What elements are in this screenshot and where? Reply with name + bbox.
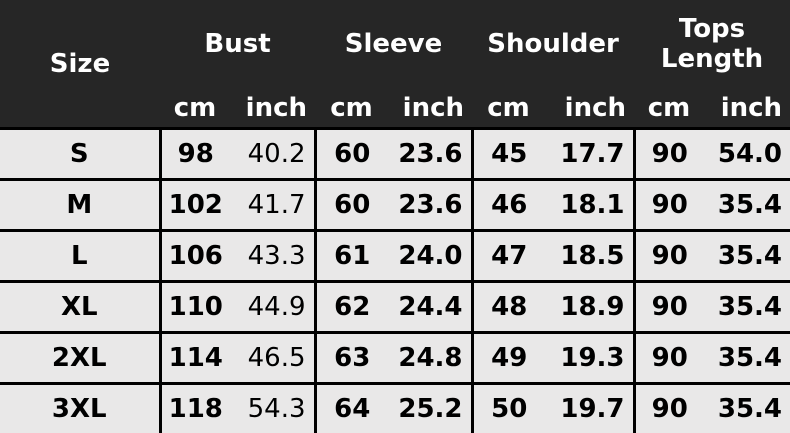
cm-value-cell: 64 [315, 384, 388, 433]
cm-value-cell: 47 [472, 231, 545, 282]
unit-inch: inch [704, 88, 790, 129]
cm-value-cell: 90 [634, 282, 704, 333]
unit-inch: inch [388, 88, 472, 129]
size-cell: 3XL [0, 384, 160, 433]
inch-value-cell: 35.4 [704, 333, 790, 384]
inch-value-cell: 23.6 [388, 129, 472, 180]
cm-value-cell: 60 [315, 129, 388, 180]
cm-value-cell: 46 [472, 180, 545, 231]
cm-value-cell: 102 [160, 180, 230, 231]
cm-value-cell: 45 [472, 129, 545, 180]
header-tops-length: Tops Length [634, 0, 790, 88]
inch-value-cell: 44.9 [230, 282, 315, 333]
cm-value-cell: 110 [160, 282, 230, 333]
cm-value-cell: 62 [315, 282, 388, 333]
cm-value-cell: 90 [634, 129, 704, 180]
cm-value-cell: 49 [472, 333, 545, 384]
cm-value-cell: 48 [472, 282, 545, 333]
inch-value-cell: 54.0 [704, 129, 790, 180]
size-cell: S [0, 129, 160, 180]
cm-value-cell: 60 [315, 180, 388, 231]
header-sleeve: Sleeve [315, 0, 472, 88]
inch-value-cell: 35.4 [704, 231, 790, 282]
inch-value-cell: 18.9 [545, 282, 634, 333]
cm-value-cell: 98 [160, 129, 230, 180]
inch-value-cell: 54.3 [230, 384, 315, 433]
inch-value-cell: 35.4 [704, 180, 790, 231]
size-cell: L [0, 231, 160, 282]
inch-value-cell: 46.5 [230, 333, 315, 384]
header-size: Size [0, 0, 160, 129]
unit-cm: cm [315, 88, 388, 129]
cm-value-cell: 106 [160, 231, 230, 282]
inch-value-cell: 18.5 [545, 231, 634, 282]
cm-value-cell: 114 [160, 333, 230, 384]
inch-value-cell: 24.8 [388, 333, 472, 384]
unit-cm: cm [634, 88, 704, 129]
cm-value-cell: 90 [634, 180, 704, 231]
inch-value-cell: 19.3 [545, 333, 634, 384]
inch-value-cell: 24.4 [388, 282, 472, 333]
cm-value-cell: 63 [315, 333, 388, 384]
inch-value-cell: 18.1 [545, 180, 634, 231]
inch-value-cell: 25.2 [388, 384, 472, 433]
unit-inch: inch [545, 88, 634, 129]
cm-value-cell: 61 [315, 231, 388, 282]
unit-inch: inch [230, 88, 315, 129]
cm-value-cell: 50 [472, 384, 545, 433]
unit-cm: cm [160, 88, 230, 129]
size-cell: 2XL [0, 333, 160, 384]
inch-value-cell: 24.0 [388, 231, 472, 282]
inch-value-cell: 40.2 [230, 129, 315, 180]
inch-value-cell: 35.4 [704, 282, 790, 333]
header-shoulder: Shoulder [472, 0, 634, 88]
header-bust: Bust [160, 0, 315, 88]
size-cell: M [0, 180, 160, 231]
inch-value-cell: 19.7 [545, 384, 634, 433]
unit-cm: cm [472, 88, 545, 129]
inch-value-cell: 43.3 [230, 231, 315, 282]
cm-value-cell: 118 [160, 384, 230, 433]
inch-value-cell: 35.4 [704, 384, 790, 433]
size-cell: XL [0, 282, 160, 333]
cm-value-cell: 90 [634, 231, 704, 282]
inch-value-cell: 23.6 [388, 180, 472, 231]
cm-value-cell: 90 [634, 333, 704, 384]
inch-value-cell: 17.7 [545, 129, 634, 180]
inch-value-cell: 41.7 [230, 180, 315, 231]
cm-value-cell: 90 [634, 384, 704, 433]
